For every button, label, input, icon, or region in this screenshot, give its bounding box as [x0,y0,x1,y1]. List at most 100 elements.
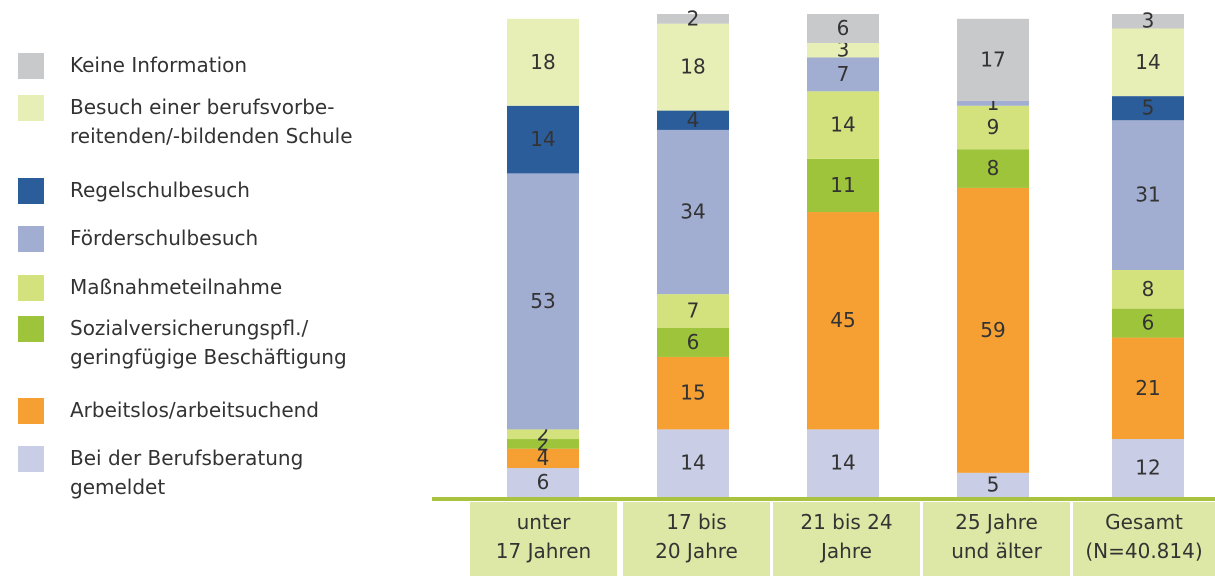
bar-segment [507,173,579,430]
x-tick-label: 17 bis 20 Jahre [623,502,770,576]
bar-segment [807,91,879,159]
data-label: 59 [980,318,1005,342]
legend-label: Förderschulbesuch [70,226,259,250]
legend-item: Förderschulbesuch [18,226,258,253]
legend-swatch [18,316,44,342]
legend-label: Maßnahmeteilnahme [70,275,283,299]
legend-swatch [18,95,44,121]
data-label: 14 [680,451,705,475]
data-label: 2 [687,6,700,30]
x-tick-label: 21 bis 24 Jahre [773,502,920,576]
legend-item: Besuch einer berufsvorbe- reitenden/-bil… [18,95,353,151]
data-label: 21 [1135,376,1160,400]
bar-segment [507,18,579,106]
data-label: 6 [537,470,550,494]
bar-segment [657,14,729,24]
bar-segment [807,42,879,58]
bar-segment [657,356,729,430]
bar-segment [1112,337,1184,440]
data-label: 18 [680,55,705,79]
bar-segment [1112,96,1184,121]
data-label: 7 [837,62,850,86]
legend-item: Arbeitslos/arbeitsuchend [18,398,319,425]
legend-swatch [18,53,44,79]
bar-segment [507,468,579,497]
data-label: 8 [1142,277,1155,301]
x-tick-label: Gesamt (N=40.814) [1073,502,1215,576]
legend-label: Sozialversicherungspfl./ geringfügige Be… [70,316,347,369]
bar-segment [657,110,729,130]
legend-item: Regelschulbesuch [18,178,250,205]
bar-segment [1112,308,1184,338]
data-label: 14 [830,113,855,137]
bar-segment [507,439,579,449]
bar-segment [1112,14,1184,29]
bar-segment [957,472,1029,497]
data-label: 8 [987,156,1000,180]
bar-segment [807,14,879,43]
bar-segment [1112,28,1184,97]
bar-segment [807,212,879,430]
x-tick-label: 25 Jahre und älter [923,502,1070,576]
legend-label: Keine Information [70,53,248,77]
bar-segment [507,429,579,440]
data-label: 5 [987,472,1000,496]
data-label: 3 [837,38,850,62]
data-label: 12 [1135,456,1160,480]
data-label: 17 [980,47,1005,71]
data-label: 34 [680,200,705,224]
legend-label: Bei der Berufsberatung gemeldet [70,446,304,499]
data-label: 6 [1142,311,1155,335]
bar-segment [657,429,729,497]
bar-segment [957,100,1029,106]
bar-segment [1112,120,1184,270]
data-label: 5 [1142,96,1155,120]
data-label: 11 [830,173,855,197]
data-label: 6 [837,16,850,40]
legend-label: Arbeitslos/arbeitsuchend [70,398,319,422]
bar-segment [807,429,879,497]
legend-swatch [18,178,44,204]
data-label: 4 [687,108,700,132]
data-label: 3 [1142,9,1155,33]
bar-segment [1112,439,1184,497]
bar-segment [507,448,579,469]
bar-segment [957,149,1029,188]
bar-segment [657,129,729,295]
legend-swatch [18,226,44,252]
bar-segment [1112,269,1184,309]
data-label: 31 [1135,183,1160,207]
bar-segment [657,294,729,328]
bar-segment [807,158,879,213]
data-label: 18 [530,50,555,74]
data-label: 15 [680,381,705,405]
bar-segment [957,187,1029,473]
data-label: 7 [687,299,700,323]
data-label: 4 [537,446,550,470]
legend-item: Bei der Berufsberatung gemeldet [18,446,303,502]
legend-swatch [18,398,44,424]
data-label: 14 [1135,50,1160,74]
data-label: 6 [687,330,700,354]
data-label: 45 [830,308,855,332]
legend-swatch [18,275,44,301]
data-label: 14 [530,127,555,151]
data-label: 14 [830,451,855,475]
legend-item: Sozialversicherungspfl./ geringfügige Be… [18,316,347,372]
bar-segment [507,105,579,174]
bar-segment [807,57,879,92]
legend-item: Maßnahmeteilnahme [18,275,282,302]
legend-swatch [18,446,44,472]
bar-segment [657,327,729,357]
data-label: 9 [987,115,1000,139]
legend-label: Besuch einer berufsvorbe- reitenden/-bil… [70,95,353,148]
bar-segment [657,23,729,111]
data-label: 53 [530,289,555,313]
legend-item: Keine Information [18,53,247,80]
x-tick-label: unter 17 Jahren [470,502,617,576]
bar-segment [957,105,1029,150]
legend-label: Regelschulbesuch [70,178,250,202]
bar-segment [957,18,1029,101]
